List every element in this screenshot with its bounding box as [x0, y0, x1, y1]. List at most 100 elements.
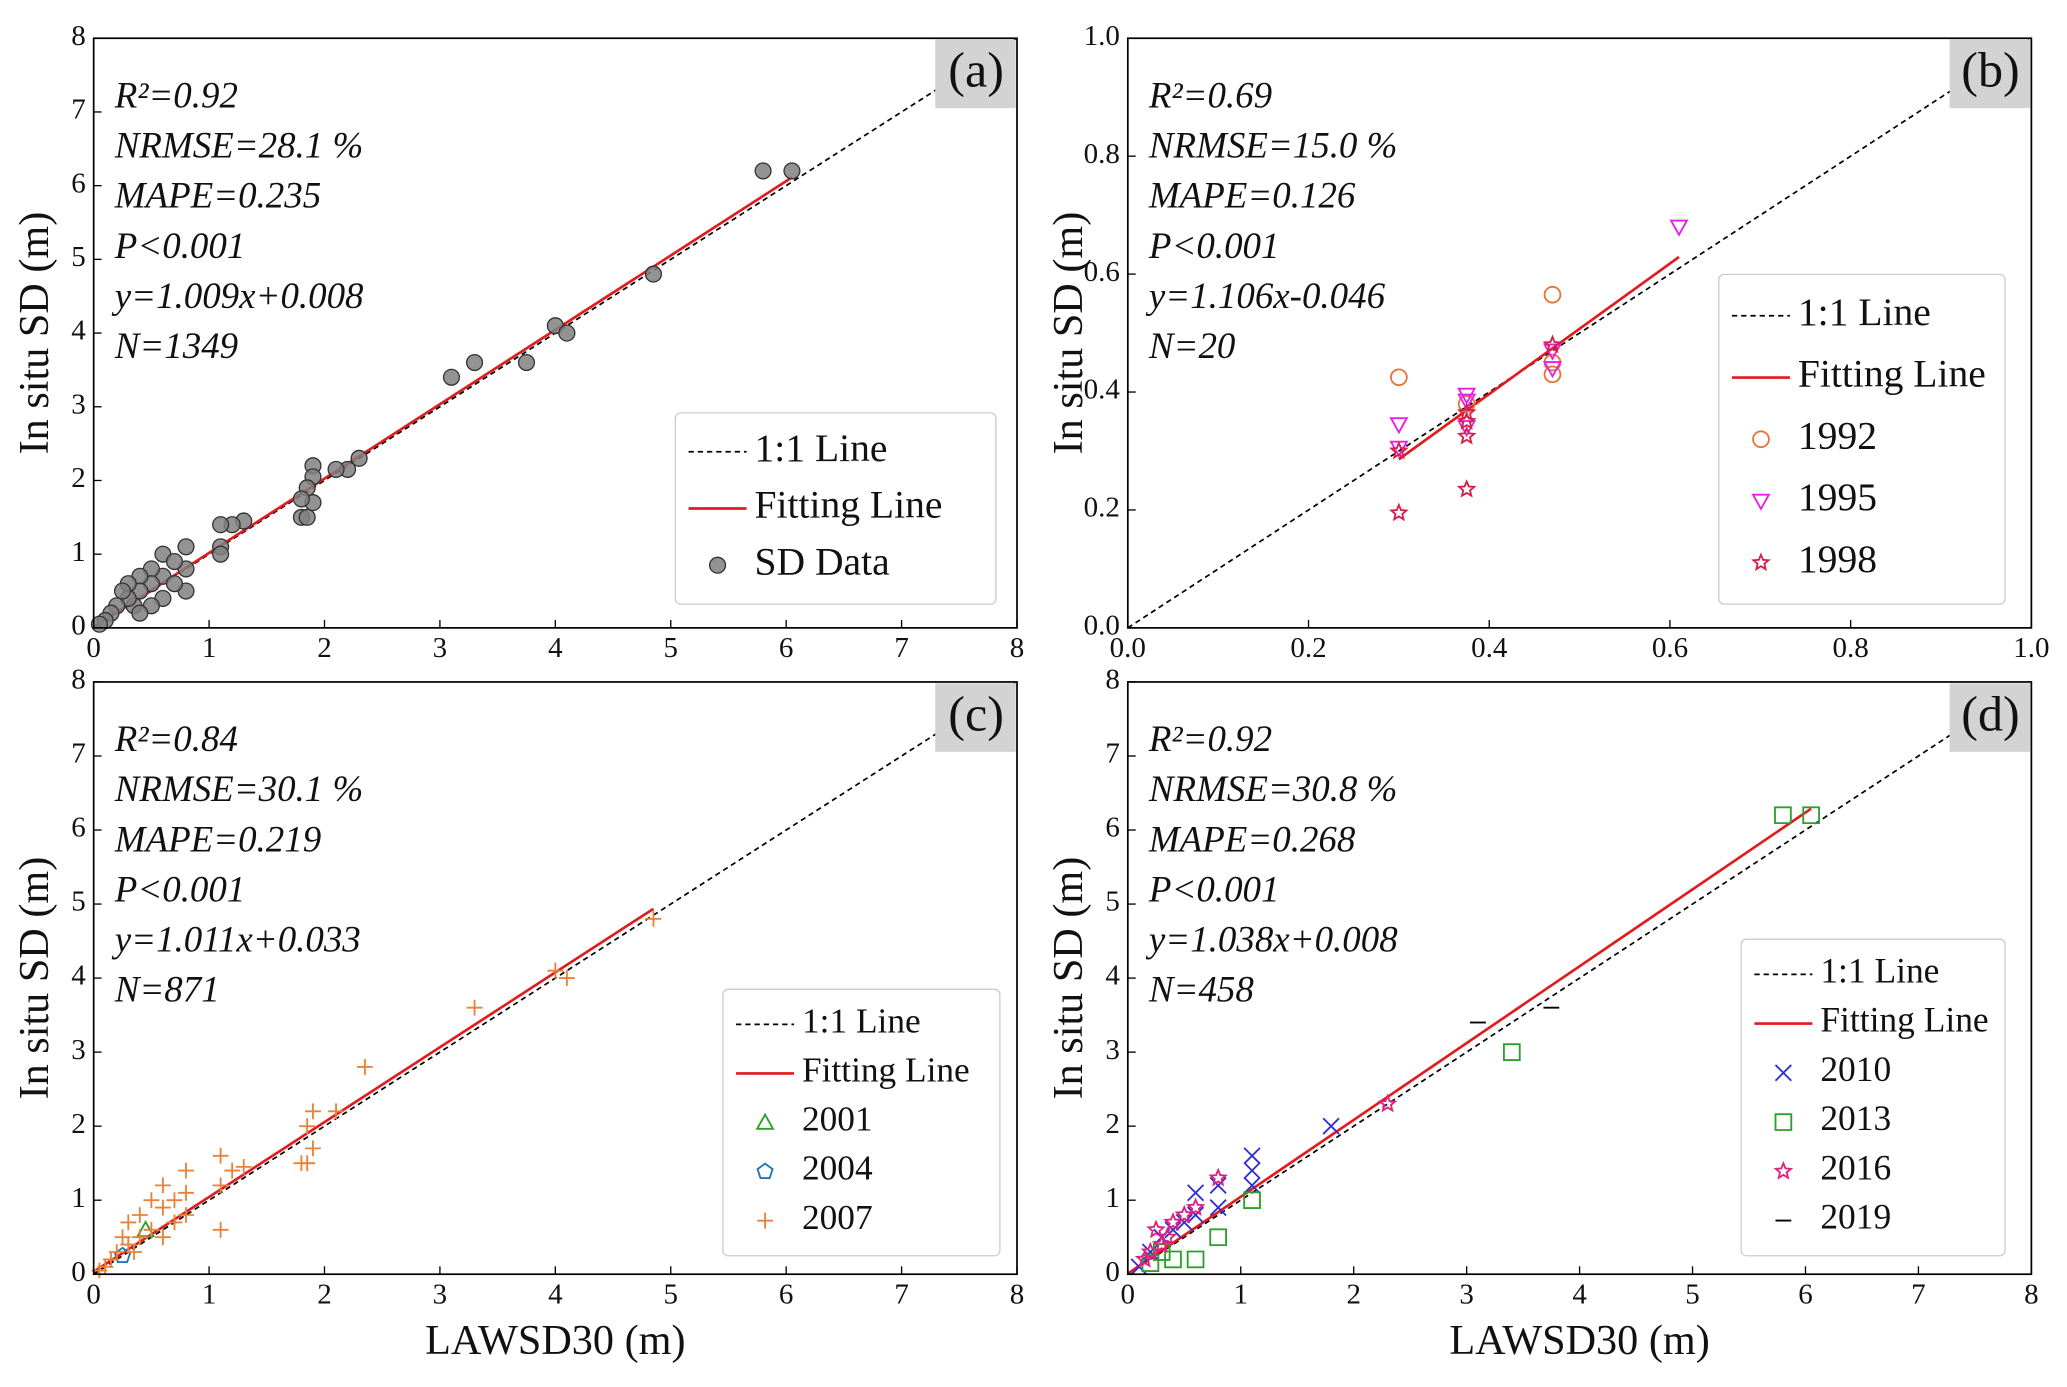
x-tick-label: 1: [1234, 1278, 1249, 1310]
x-tick-label: 5: [664, 632, 679, 664]
point: [1543, 365, 1562, 384]
point: [143, 1221, 160, 1238]
panel-label: (b): [1961, 42, 2019, 98]
x-tick-label: 0.4: [1471, 632, 1508, 664]
y-tick-label: 6: [71, 812, 86, 844]
point: [1456, 479, 1477, 498]
stat-annotation: R²=0.69: [1148, 74, 1272, 115]
y-tick-label: 7: [71, 94, 86, 126]
point: [299, 1118, 316, 1135]
point: [328, 1103, 344, 1120]
panel: 0 1 2 3 4 5 6 7 8 0 1 2 3 4 5 6 7 8 In situ SD (m) LAWSD30 …: [11, 664, 1024, 1364]
x-tick-label: 3: [1459, 1278, 1473, 1310]
point: [754, 162, 772, 180]
stat-annotation: y=1.106x-0.046: [1145, 275, 1386, 316]
stat-annotation: R²=0.92: [114, 74, 238, 115]
point: [155, 1199, 171, 1216]
y-tick-label: 8: [71, 664, 86, 696]
x-tick-label: 4: [548, 632, 563, 664]
stat-annotation: y=1.011x+0.033: [111, 919, 361, 960]
identity-line: [1127, 37, 2032, 629]
y-axis-label: In situ SD (m): [1045, 212, 1092, 455]
point: [1134, 1249, 1155, 1268]
y-tick-label: 0.2: [1084, 492, 1120, 524]
x-axis-label: LAWSD30 (m): [425, 1317, 685, 1364]
point: [1542, 334, 1563, 354]
point: [131, 1229, 148, 1246]
legend-swatch: [1773, 1161, 1794, 1180]
panel-label: (d): [1961, 685, 2019, 741]
point: [212, 1147, 229, 1164]
point: [143, 1192, 160, 1209]
legend-label: SD Data: [755, 539, 891, 583]
x-tick-label: 8: [1010, 632, 1025, 664]
legend-label: Fitting Line: [802, 1051, 970, 1090]
point: [465, 353, 484, 372]
point: [1774, 806, 1792, 825]
panel-label-box: [935, 683, 1016, 752]
x-tick-label: 6: [779, 1278, 794, 1310]
point: [235, 1158, 252, 1175]
point: [299, 1155, 316, 1172]
y-tick-label: 3: [71, 388, 86, 420]
point: [1389, 417, 1409, 435]
stat-annotation: NRMSE=30.8 %: [1148, 768, 1397, 809]
y-tick-label: 3: [71, 1034, 86, 1066]
point: [178, 1207, 194, 1223]
legend-label: 1:1 Line: [1820, 950, 1939, 990]
point: [1389, 440, 1409, 460]
point: [1209, 1176, 1227, 1194]
x-tick-label: 7: [1911, 1278, 1925, 1310]
panel: 0 1 2 3 4 5 6 7 8 0 1 2 3 4 5 6 7 8 In situ SD (m) LAWSD30 …: [1045, 664, 2039, 1364]
panel-label: (c): [948, 685, 1004, 741]
point: [356, 1059, 373, 1075]
point: [178, 1184, 194, 1201]
point: [1174, 1204, 1195, 1224]
stat-annotation: R²=0.92: [1148, 718, 1272, 759]
y-tick-label: 4: [1105, 960, 1120, 992]
panel-label-box: [1949, 683, 2031, 752]
stat-annotation: y=1.009x+0.008: [111, 275, 364, 316]
stat-annotation: N=871: [114, 969, 220, 1010]
point: [1164, 1221, 1182, 1239]
legend-box: [1718, 273, 2006, 605]
y-tick-label: 2: [71, 1108, 86, 1140]
y-tick-label: 1: [71, 536, 86, 568]
point: [1543, 361, 1562, 379]
point: [1209, 1228, 1228, 1247]
stat-annotation: MAPE=0.235: [114, 175, 321, 216]
point: [131, 604, 149, 622]
x-tick-label: 5: [1685, 1278, 1699, 1310]
point: [1502, 1043, 1521, 1061]
point: [1456, 411, 1477, 430]
x-tick-label: 1.0: [2013, 632, 2049, 664]
point: [224, 1162, 241, 1179]
y-tick-label: 2: [1105, 1108, 1120, 1140]
stat-annotation: P<0.001: [1148, 868, 1280, 909]
legend-swatch: [755, 1112, 775, 1130]
panel-label: (a): [948, 42, 1004, 98]
point: [178, 1162, 194, 1179]
point: [517, 353, 536, 372]
fit-line: [92, 907, 655, 1273]
x-tick-label: 6: [779, 632, 794, 664]
panel-label-box: [935, 39, 1016, 109]
point: [155, 1229, 171, 1246]
point: [1377, 1093, 1398, 1113]
y-tick-label: 4: [71, 960, 86, 992]
point: [1669, 219, 1689, 237]
y-tick-label: 7: [71, 738, 86, 770]
point: [114, 1229, 131, 1246]
y-tick-label: 3: [1105, 1034, 1120, 1066]
point: [1141, 1254, 1160, 1272]
point: [466, 999, 483, 1016]
stat-annotation: N=458: [1148, 969, 1254, 1010]
x-tick-label: 8: [2024, 1278, 2039, 1310]
plot-frame: [92, 681, 1018, 1276]
point: [558, 324, 576, 342]
point: [165, 552, 184, 571]
legend-label: 1:1 Line: [755, 426, 888, 470]
point: [120, 1214, 137, 1231]
plot-frame: [1126, 681, 2033, 1276]
legend-label: 2016: [1820, 1147, 1891, 1187]
